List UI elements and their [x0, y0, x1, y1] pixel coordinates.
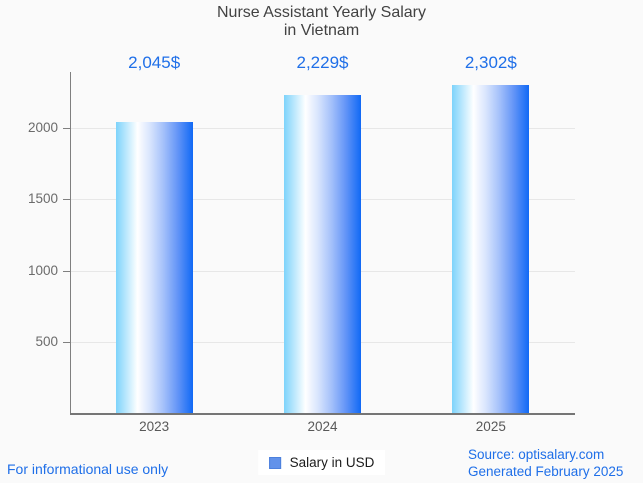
- disclaimer-text: For informational use only: [7, 461, 169, 477]
- bar-value-label: 2,302$: [464, 53, 517, 72]
- y-axis-label: 1500: [27, 191, 58, 207]
- source-text: Source: optisalary.com: [468, 447, 605, 462]
- x-axis-label: 2024: [307, 419, 338, 434]
- legend: Salary in USD: [257, 450, 386, 475]
- chart-title-line1: Nurse Assistant Yearly Salary: [217, 4, 426, 21]
- y-axis-tick: [63, 270, 70, 272]
- y-axis-label: 500: [35, 333, 58, 349]
- y-axis-tick: [63, 341, 70, 343]
- y-axis-label: 2000: [27, 120, 58, 135]
- y-axis-label: 1000: [27, 262, 58, 278]
- x-axis-label: 2025: [475, 419, 506, 434]
- legend-swatch-icon: [268, 456, 281, 469]
- chart-title: Nurse Assistant Yearly Salary in Vietnam: [0, 4, 643, 40]
- y-axis-tick: [63, 199, 70, 201]
- chart-title-line2: in Vietnam: [283, 22, 360, 39]
- x-axis-line: [70, 413, 575, 415]
- generated-text: Generated February 2025: [468, 464, 624, 479]
- bar-2025: [452, 84, 530, 413]
- legend-label: Salary in USD: [289, 455, 375, 470]
- bar-value-label: 2,229$: [296, 53, 349, 72]
- x-axis-label: 2023: [139, 419, 170, 434]
- bar-value-label: 2,045$: [128, 53, 181, 72]
- bar-2024: [284, 95, 361, 413]
- y-axis-tick: [63, 128, 70, 129]
- bar-2023: [115, 121, 193, 413]
- y-axis-line: [70, 72, 71, 413]
- source-block: Source: optisalary.com Generated Februar…: [468, 446, 623, 480]
